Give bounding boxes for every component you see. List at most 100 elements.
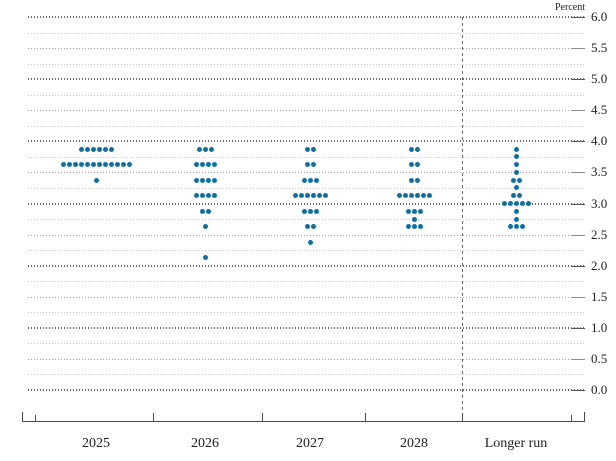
projection-dot: [96, 162, 102, 168]
dot-row: [513, 146, 519, 152]
projection-dot: [417, 224, 423, 230]
y-axis-unit-label: Percent: [555, 2, 585, 13]
projection-dot: [307, 239, 313, 245]
projection-dot: [304, 193, 310, 199]
gridline: [28, 187, 585, 189]
projection-dot: [193, 193, 199, 199]
dot-row: [408, 162, 420, 168]
projection-dot: [193, 177, 199, 183]
projection-dot: [84, 146, 90, 152]
dot-row: [301, 208, 319, 214]
projection-dot: [313, 208, 319, 214]
y-axis-tick-label: 2.0: [591, 257, 608, 273]
projection-dot: [501, 201, 507, 206]
dot-row: [510, 193, 522, 199]
dot-row: [513, 216, 519, 222]
x-axis-category-tick: [462, 413, 463, 421]
gridline: [28, 140, 585, 143]
x-axis-category-label: 2027: [296, 436, 324, 451]
projection-dot: [507, 201, 513, 206]
gridline: [28, 389, 585, 391]
x-axis-category-tick: [262, 413, 263, 421]
projection-dot: [202, 224, 208, 230]
projection-dot: [205, 162, 211, 168]
projection-dot: [90, 162, 96, 168]
gridline-end-segment: [571, 79, 585, 81]
dot-row: [307, 239, 313, 245]
gridline: [28, 110, 585, 112]
gridline: [28, 125, 585, 127]
x-axis-minor-tick: [571, 415, 572, 421]
x-axis-end-tick: [584, 412, 585, 421]
x-axis-minor-tick: [35, 415, 36, 421]
projection-dot: [211, 193, 217, 199]
projection-dot: [414, 146, 420, 152]
gridline: [28, 63, 585, 65]
projection-dot: [66, 162, 72, 168]
gridline: [28, 78, 585, 81]
y-axis-tick-label: 2.5: [591, 226, 608, 242]
x-axis-category-label: Longer run: [484, 436, 548, 451]
dot-row: [513, 208, 519, 214]
dot-row: [408, 146, 420, 152]
gridline-end-segment: [571, 172, 585, 174]
projection-dot: [408, 146, 414, 152]
gridline: [28, 296, 585, 298]
projection-dot: [202, 146, 208, 152]
projection-dot: [408, 177, 414, 183]
projection-dot: [120, 162, 126, 168]
projection-dot: [513, 154, 519, 160]
x-axis-category-label: 2028: [400, 436, 428, 451]
projection-dot: [199, 162, 205, 168]
projection-dot: [513, 224, 519, 230]
projection-dot: [519, 224, 525, 230]
dot-row: [510, 177, 522, 183]
projection-dot: [301, 208, 307, 214]
dot-row: [501, 201, 531, 206]
projection-dot: [205, 193, 211, 199]
projection-dot: [516, 193, 522, 199]
y-axis-tick-label: 4.0: [591, 133, 608, 149]
projection-dot: [199, 177, 205, 183]
projection-dot: [108, 146, 114, 152]
gridline: [28, 312, 585, 314]
y-axis-tick-label: 1.0: [591, 319, 608, 335]
dot-row: [193, 193, 217, 199]
y-axis-tick-label: 3.5: [591, 164, 608, 180]
dot-row: [513, 185, 519, 191]
projection-dot: [199, 208, 205, 214]
gridline-end-segment: [571, 110, 585, 112]
projection-dot: [408, 162, 414, 168]
projection-dot: [513, 185, 519, 191]
projection-dot: [96, 146, 102, 152]
projection-dot: [411, 216, 417, 222]
projection-dot: [525, 201, 531, 206]
gridline: [28, 234, 585, 236]
projection-dot: [411, 208, 417, 214]
projection-dot: [93, 177, 99, 183]
projection-dot: [304, 224, 310, 230]
projection-dot: [513, 216, 519, 222]
projection-dot: [196, 146, 202, 152]
projection-dot: [304, 162, 310, 168]
x-axis-category-label: 2025: [82, 436, 110, 451]
projection-dot: [102, 162, 108, 168]
x-axis-category-tick: [153, 413, 154, 421]
projection-dot: [205, 208, 211, 214]
x-axis-category-label: 2026: [191, 436, 219, 451]
projection-dot: [126, 162, 132, 168]
projection-dot: [90, 146, 96, 152]
longer-run-separator: [462, 17, 463, 421]
dot-row: [408, 177, 420, 183]
gridline-end-segment: [571, 327, 585, 329]
projection-dot: [414, 177, 420, 183]
projection-dot: [426, 193, 432, 199]
projection-dot: [60, 162, 66, 168]
y-axis-tick-label: 6.0: [591, 9, 608, 24]
projection-dot: [396, 193, 402, 199]
projection-dot: [420, 193, 426, 199]
gridline-end-segment: [571, 358, 585, 360]
projection-dot: [405, 224, 411, 230]
dot-row: [405, 208, 423, 214]
